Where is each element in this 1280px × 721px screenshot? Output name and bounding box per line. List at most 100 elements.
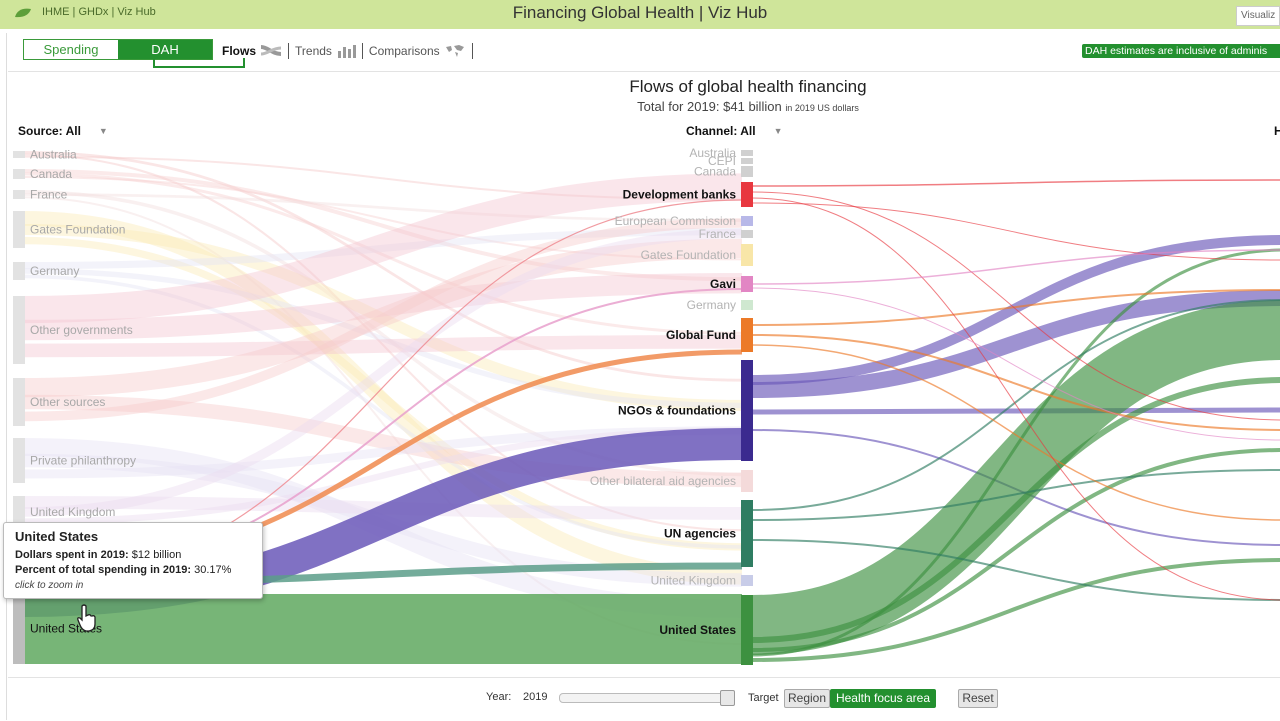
faint-flow [21,151,743,382]
chart-subtitle-total: Total for 2019: $41 billion [637,99,782,114]
target-flow [751,300,1280,655]
channel-node [741,575,753,586]
nav-separator [361,43,363,59]
channel-label: NGOs & foundations [618,404,736,418]
source-node [13,593,25,664]
toggle-bracket [153,58,245,68]
channel-label: CEPI [708,154,736,168]
channel-label: Development banks [623,188,737,202]
channel-node [741,230,753,238]
channel-label: European Commission [615,214,736,228]
channel-filter-label: Channel: All [686,124,756,138]
top-bar: IHME | GHDx | Viz Hub Financing Global H… [0,0,1280,29]
faint-flow [21,228,743,270]
faint-flow [21,394,743,488]
channel-filter-dropdown[interactable]: Channel: All ▼ [686,124,782,138]
chart-subtitle-unit: in 2019 US dollars [785,103,859,113]
channel-label: Other bilateral aid agencies [590,474,736,488]
channel-node [741,244,753,266]
year-slider-thumb[interactable] [720,690,735,706]
faint-flow [21,176,743,261]
tooltip-percent-value: 30.17% [194,564,232,576]
source-tooltip: United States Dollars spent in 2019: $12… [3,522,263,599]
tooltip-dollars-label: Dollars spent in 2019: [15,549,129,561]
faint-flow [21,193,743,222]
leaf-logo-icon [15,8,31,18]
source-node [13,190,25,199]
channel-label: United States [659,623,736,637]
channel-node [741,595,753,665]
nodes-layer [13,150,753,665]
channel-label: UN agencies [664,527,736,541]
target-flow [751,558,1280,662]
channel-node [741,318,753,352]
source-label: Canada [30,167,72,181]
target-flow [751,377,1280,643]
target-flow [751,179,1280,187]
source-node [13,296,25,364]
channel-label: Canada [694,165,736,179]
faint-flow [21,238,743,398]
chevron-down-icon: ▼ [773,126,783,136]
target-flow [751,287,1280,441]
toggle-dah[interactable]: DAH [118,40,212,59]
reset-button[interactable]: Reset [958,689,998,708]
channel-label: Germany [687,298,736,312]
channel-node [741,300,753,310]
tooltip-percent: Percent of total spending in 2019: 30.17… [15,564,231,576]
source-node [13,169,25,179]
faint-flows-layer [21,151,743,645]
source-node [13,262,25,280]
footer-controls [8,677,1280,721]
source-filter-dropdown[interactable]: Source: All ▼ [18,124,108,138]
faint-flow [21,172,743,335]
faint-flow [21,274,743,549]
channel-node [741,470,753,492]
faint-flow [21,155,743,201]
channel-node [741,216,753,226]
channel-label: Global Fund [666,328,736,342]
nav-trends[interactable]: Trends [295,44,356,58]
year-slider-track[interactable] [559,693,735,703]
source-label: Germany [30,264,79,278]
nav-flows[interactable]: Flows [222,44,282,58]
faint-flow [21,173,743,324]
source-node [13,496,25,528]
source-node [13,151,25,158]
target-label: Target [748,692,779,704]
chevron-down-icon: ▼ [98,126,108,136]
nav-comparisons-label: Comparisons [368,44,440,58]
target-health-focus-button[interactable]: Health focus area [830,689,936,708]
nav-separator [288,43,290,59]
source-node [13,211,25,248]
target-region-button[interactable]: Region [784,689,830,708]
spending-dah-toggle[interactable]: Spending DAH [23,39,213,60]
source-label: Other governments [30,323,133,337]
sankey-icon [260,45,282,56]
year-label: Year: [486,691,512,703]
channel-label: Gates Foundation [641,248,736,262]
faint-flow [21,218,743,422]
header-links[interactable]: IHME | GHDx | Viz Hub [42,6,156,18]
source-label: Gates Foundation [30,223,125,237]
target-filter-dropdown[interactable]: H [1274,124,1280,138]
target-flow [751,289,1280,326]
nav-comparisons[interactable]: Comparisons [369,44,466,58]
faint-flow [21,335,743,358]
source-label: Other sources [30,395,105,409]
faint-flow [21,223,743,411]
target-flow [751,248,1280,657]
target-flow [751,249,1280,285]
toolbar [8,33,1280,72]
tooltip-dollars: Dollars spent in 2019: $12 billion [15,549,181,561]
nav-separator [471,43,473,59]
labels-layer: Australia Canada France Gates Foundation Ger… [30,146,736,637]
faint-flow [21,211,743,585]
target-filter-label: H [1274,124,1280,138]
toggle-spending[interactable]: Spending [24,40,118,59]
faint-flow [21,228,743,517]
faint-flow [21,236,743,551]
faint-flow [21,426,743,479]
faint-flow [21,273,743,341]
visualize-tab[interactable]: Visualiz [1236,6,1280,26]
